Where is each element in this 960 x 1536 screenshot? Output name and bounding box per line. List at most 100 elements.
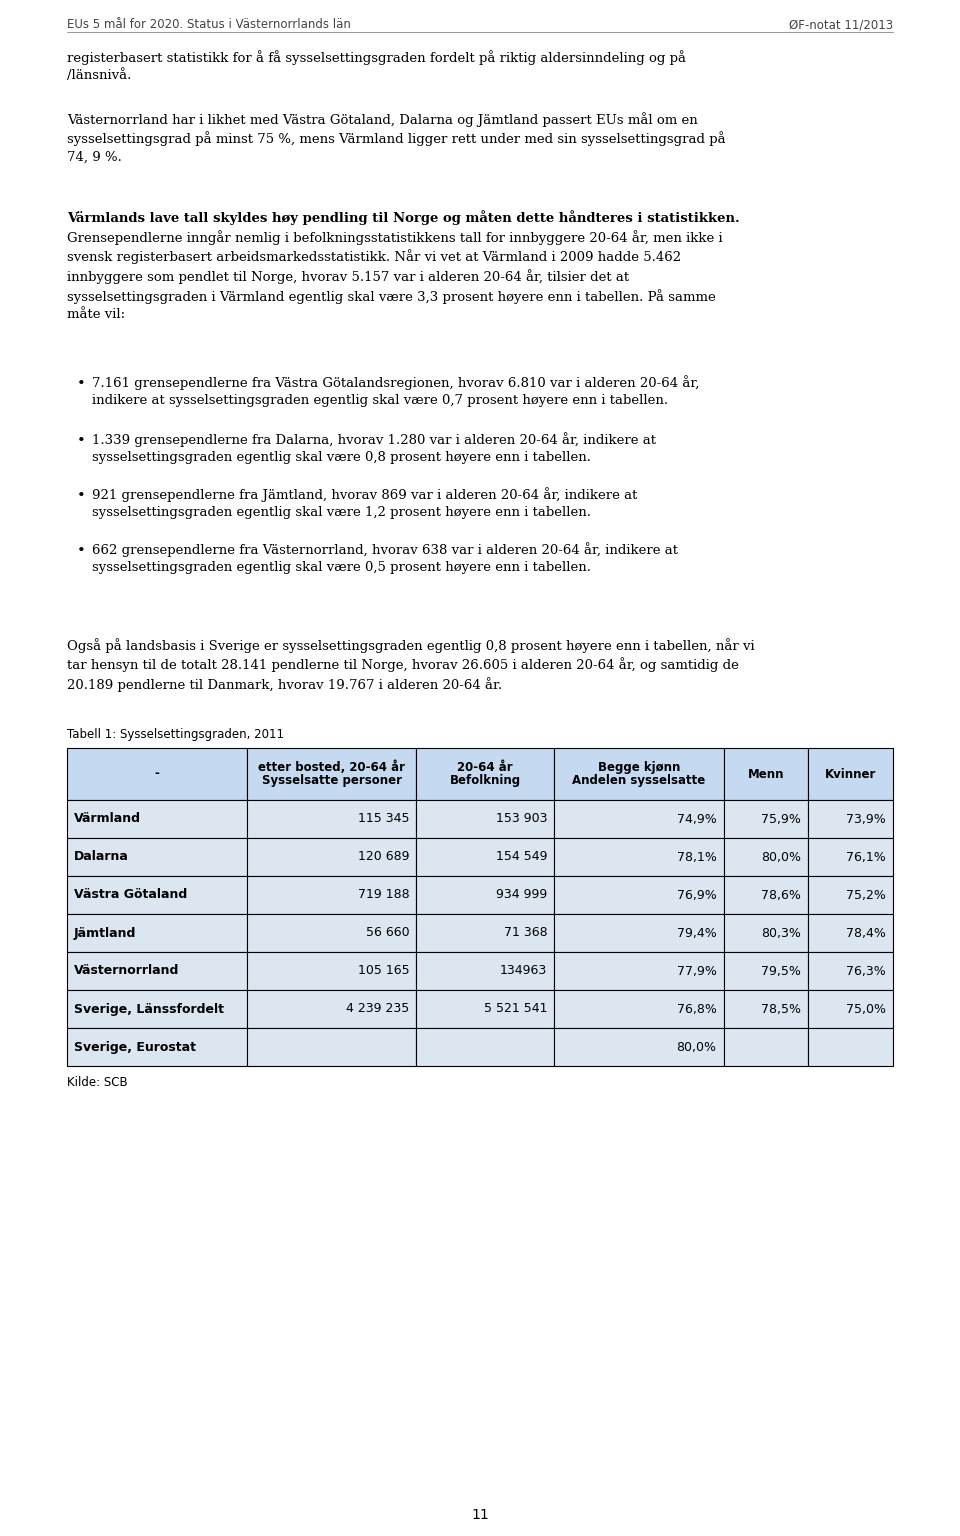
Bar xyxy=(808,800,893,839)
Bar xyxy=(554,839,724,876)
Text: 75,9%: 75,9% xyxy=(761,813,802,825)
Bar xyxy=(808,876,893,914)
Text: 11: 11 xyxy=(471,1508,489,1522)
Bar xyxy=(67,748,247,800)
Bar xyxy=(417,1028,554,1066)
Text: 115 345: 115 345 xyxy=(358,813,410,825)
Text: Västernorrland: Västernorrland xyxy=(74,965,180,977)
Text: 5 521 541: 5 521 541 xyxy=(484,1003,547,1015)
Text: Värmlands lave tall skyldes høy pendling til Norge og måten dette håndteres i st: Värmlands lave tall skyldes høy pendling… xyxy=(67,210,740,224)
Text: 4 239 235: 4 239 235 xyxy=(347,1003,410,1015)
Bar xyxy=(724,914,808,952)
Bar xyxy=(808,914,893,952)
Bar xyxy=(554,748,724,800)
Text: Sverige, Länssfordelt: Sverige, Länssfordelt xyxy=(74,1003,224,1015)
Text: Begge kjønn: Begge kjønn xyxy=(598,760,680,774)
Bar xyxy=(417,839,554,876)
Bar xyxy=(67,914,247,952)
Bar xyxy=(724,876,808,914)
Bar xyxy=(724,800,808,839)
Bar xyxy=(808,991,893,1028)
Text: etter bosted, 20-64 år: etter bosted, 20-64 år xyxy=(258,760,405,774)
Text: Västra Götaland: Västra Götaland xyxy=(74,888,187,902)
Text: •: • xyxy=(77,376,85,392)
Text: 921 grensependlerne fra Jämtland, hvorav 869 var i alderen 20-64 år, indikere at: 921 grensependlerne fra Jämtland, hvorav… xyxy=(92,487,637,519)
Text: 75,0%: 75,0% xyxy=(846,1003,886,1015)
Text: 80,3%: 80,3% xyxy=(761,926,802,940)
Bar xyxy=(247,914,417,952)
Text: 134963: 134963 xyxy=(500,965,547,977)
Text: Sysselsatte personer: Sysselsatte personer xyxy=(262,774,401,786)
Text: •: • xyxy=(77,544,85,558)
Bar xyxy=(554,800,724,839)
Bar xyxy=(247,952,417,991)
Bar xyxy=(554,952,724,991)
Text: 105 165: 105 165 xyxy=(358,965,410,977)
Text: 76,9%: 76,9% xyxy=(677,888,716,902)
Text: registerbasert statistikk for å få sysselsettingsgraden fordelt på riktig alders: registerbasert statistikk for å få sysse… xyxy=(67,51,686,81)
Text: Menn: Menn xyxy=(748,768,784,780)
Bar xyxy=(417,914,554,952)
Bar xyxy=(67,1028,247,1066)
Text: Kilde: SCB: Kilde: SCB xyxy=(67,1077,128,1089)
Text: Värmland: Värmland xyxy=(74,813,141,825)
Text: 78,5%: 78,5% xyxy=(761,1003,802,1015)
Text: 153 903: 153 903 xyxy=(495,813,547,825)
Bar xyxy=(417,991,554,1028)
Text: 7.161 grensependlerne fra Västra Götalandsregionen, hvorav 6.810 var i alderen 2: 7.161 grensependlerne fra Västra Götalan… xyxy=(92,375,700,407)
Text: 1.339 grensependlerne fra Dalarna, hvorav 1.280 var i alderen 20-64 år, indikere: 1.339 grensependlerne fra Dalarna, hvora… xyxy=(92,432,656,464)
Text: 75,2%: 75,2% xyxy=(846,888,886,902)
Text: Grensependlerne inngår nemlig i befolkningsstatistikkens tall for innbyggere 20-: Grensependlerne inngår nemlig i befolkni… xyxy=(67,230,723,321)
Text: 73,9%: 73,9% xyxy=(847,813,886,825)
Text: 76,8%: 76,8% xyxy=(677,1003,716,1015)
Bar xyxy=(724,839,808,876)
Bar xyxy=(67,952,247,991)
Text: •: • xyxy=(77,435,85,449)
Text: Kvinner: Kvinner xyxy=(825,768,876,780)
Bar xyxy=(724,991,808,1028)
Text: 78,1%: 78,1% xyxy=(677,851,716,863)
Text: -: - xyxy=(155,768,159,780)
Text: 77,9%: 77,9% xyxy=(677,965,716,977)
Text: ØF-notat 11/2013: ØF-notat 11/2013 xyxy=(789,18,893,31)
Text: Også på landsbasis i Sverige er sysselsettingsgraden egentlig 0,8 prosent høyere: Også på landsbasis i Sverige er sysselse… xyxy=(67,637,755,693)
Text: 934 999: 934 999 xyxy=(496,888,547,902)
Bar xyxy=(554,991,724,1028)
Text: •: • xyxy=(77,488,85,502)
Bar xyxy=(808,1028,893,1066)
Bar xyxy=(724,952,808,991)
Text: 79,5%: 79,5% xyxy=(761,965,802,977)
Bar xyxy=(417,800,554,839)
Text: 80,0%: 80,0% xyxy=(677,1040,716,1054)
Text: 79,4%: 79,4% xyxy=(677,926,716,940)
Text: 78,6%: 78,6% xyxy=(761,888,802,902)
Bar xyxy=(724,748,808,800)
Bar xyxy=(417,876,554,914)
Text: 76,3%: 76,3% xyxy=(847,965,886,977)
Text: 71 368: 71 368 xyxy=(503,926,547,940)
Bar xyxy=(247,1028,417,1066)
Text: 78,4%: 78,4% xyxy=(846,926,886,940)
Bar xyxy=(247,991,417,1028)
Bar xyxy=(67,876,247,914)
Bar xyxy=(67,800,247,839)
Bar xyxy=(247,800,417,839)
Text: Tabell 1: Sysselsettingsgraden, 2011: Tabell 1: Sysselsettingsgraden, 2011 xyxy=(67,728,284,740)
Text: Västernorrland har i likhet med Västra Götaland, Dalarna og Jämtland passert EUs: Västernorrland har i likhet med Västra G… xyxy=(67,112,726,163)
Text: 76,1%: 76,1% xyxy=(847,851,886,863)
Text: 20-64 år: 20-64 år xyxy=(458,760,513,774)
Text: Andelen sysselsatte: Andelen sysselsatte xyxy=(572,774,706,786)
Bar xyxy=(417,952,554,991)
Text: 719 188: 719 188 xyxy=(358,888,410,902)
Bar xyxy=(67,991,247,1028)
Text: 154 549: 154 549 xyxy=(495,851,547,863)
Bar xyxy=(808,952,893,991)
Bar xyxy=(554,1028,724,1066)
Bar xyxy=(67,839,247,876)
Text: Jämtland: Jämtland xyxy=(74,926,136,940)
Bar xyxy=(554,914,724,952)
Bar xyxy=(808,748,893,800)
Text: 120 689: 120 689 xyxy=(358,851,410,863)
Bar xyxy=(808,839,893,876)
Bar xyxy=(417,748,554,800)
